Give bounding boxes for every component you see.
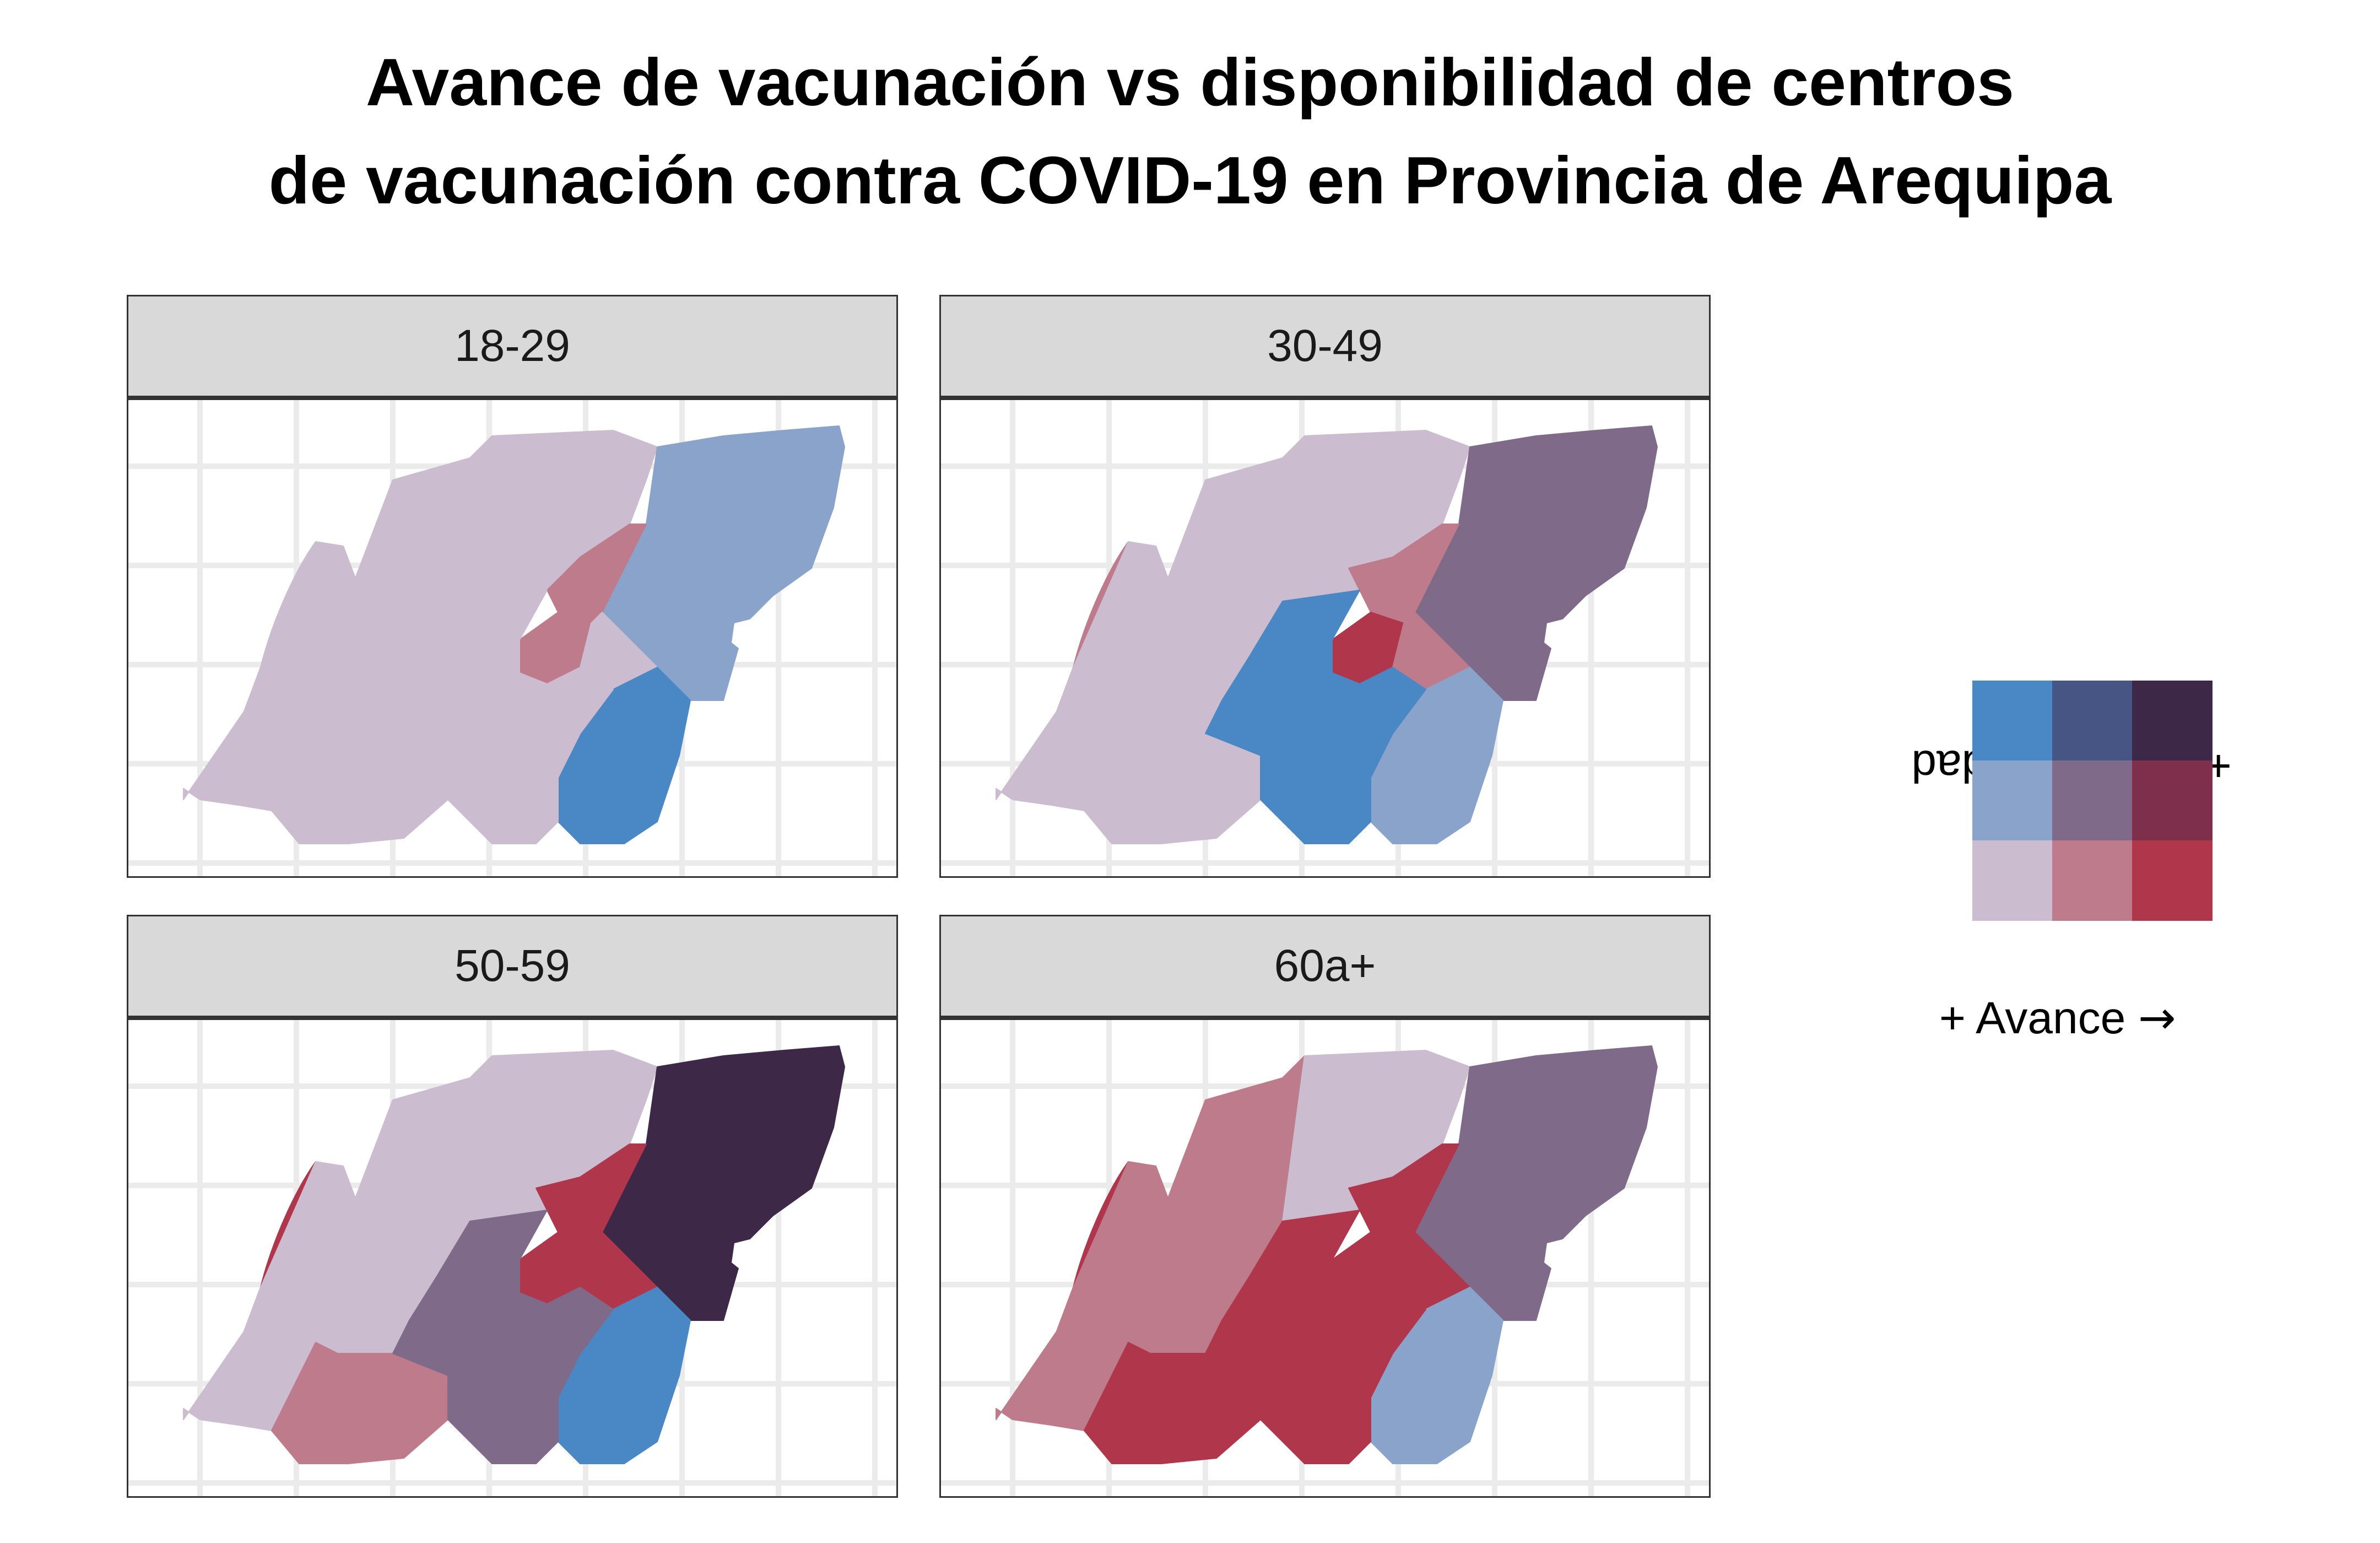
map-plot (939, 398, 1711, 878)
region-south-center (392, 1210, 614, 1464)
region-south-mid (1084, 1342, 1261, 1464)
district-shapes (183, 1045, 845, 1464)
district-shapes (183, 425, 845, 844)
choropleth-map (941, 400, 1709, 876)
legend-x-arrow: → (2138, 992, 2176, 1044)
facet-strip-label: 18-29 (127, 295, 898, 398)
legend-cell-high-mid (2132, 760, 2213, 841)
title-line-1: Avance de vacunación vs disponibilidad d… (365, 45, 2015, 120)
legend-cell-low-high (1972, 681, 2053, 761)
facet-panel-18-29: 18-29 (127, 295, 898, 878)
map-plot (127, 398, 898, 878)
district-shapes (996, 1045, 1658, 1464)
legend-cell-mid-mid (2052, 760, 2133, 841)
legend-cell-low-mid (1972, 760, 2053, 841)
bivariate-legend: + Disponibilidad → + Avance → (1791, 551, 2286, 1075)
facet-strip-label: 50-59 (127, 915, 898, 1018)
region-south-center (1205, 1210, 1426, 1464)
facet-panel-60a-plus: 60a+ (939, 915, 1711, 1498)
facet-panel-30-49: 30-49 (939, 295, 1711, 878)
legend-cell-low-low (1972, 840, 2053, 921)
facet-strip-label: 30-49 (939, 295, 1711, 398)
legend-cell-mid-high (2052, 681, 2133, 761)
region-south-mid (271, 722, 448, 844)
legend-cell-high-low (2132, 840, 2213, 921)
map-hole (1544, 618, 1583, 654)
region-south-mid (271, 1342, 448, 1464)
choropleth-map (128, 1020, 896, 1496)
map-hole (732, 1238, 770, 1274)
legend-x-label-text: + Avance (1939, 993, 2126, 1043)
facet-strip-label: 60a+ (939, 915, 1711, 1018)
region-south-mid (1084, 722, 1261, 844)
chart-title: Avance de vacunación vs disponibilidad d… (0, 33, 2380, 229)
region-south-center (392, 590, 614, 844)
map-plot (939, 1018, 1711, 1498)
map-plot (127, 1018, 898, 1498)
legend-cell-mid-low (2052, 840, 2133, 921)
title-line-2: de vacunación contra COVID-19 en Provinc… (268, 143, 2112, 218)
map-hole (1544, 1238, 1583, 1274)
region-south-center (1205, 590, 1426, 844)
legend-cell-high-high (2132, 681, 2213, 761)
district-shapes (996, 425, 1658, 844)
map-hole (732, 618, 770, 654)
legend-color-grid (1972, 681, 2213, 921)
choropleth-map (941, 1020, 1709, 1496)
facet-panel-50-59: 50-59 (127, 915, 898, 1498)
choropleth-map (128, 400, 896, 876)
legend-x-axis-label: + Avance → (1939, 992, 2176, 1044)
